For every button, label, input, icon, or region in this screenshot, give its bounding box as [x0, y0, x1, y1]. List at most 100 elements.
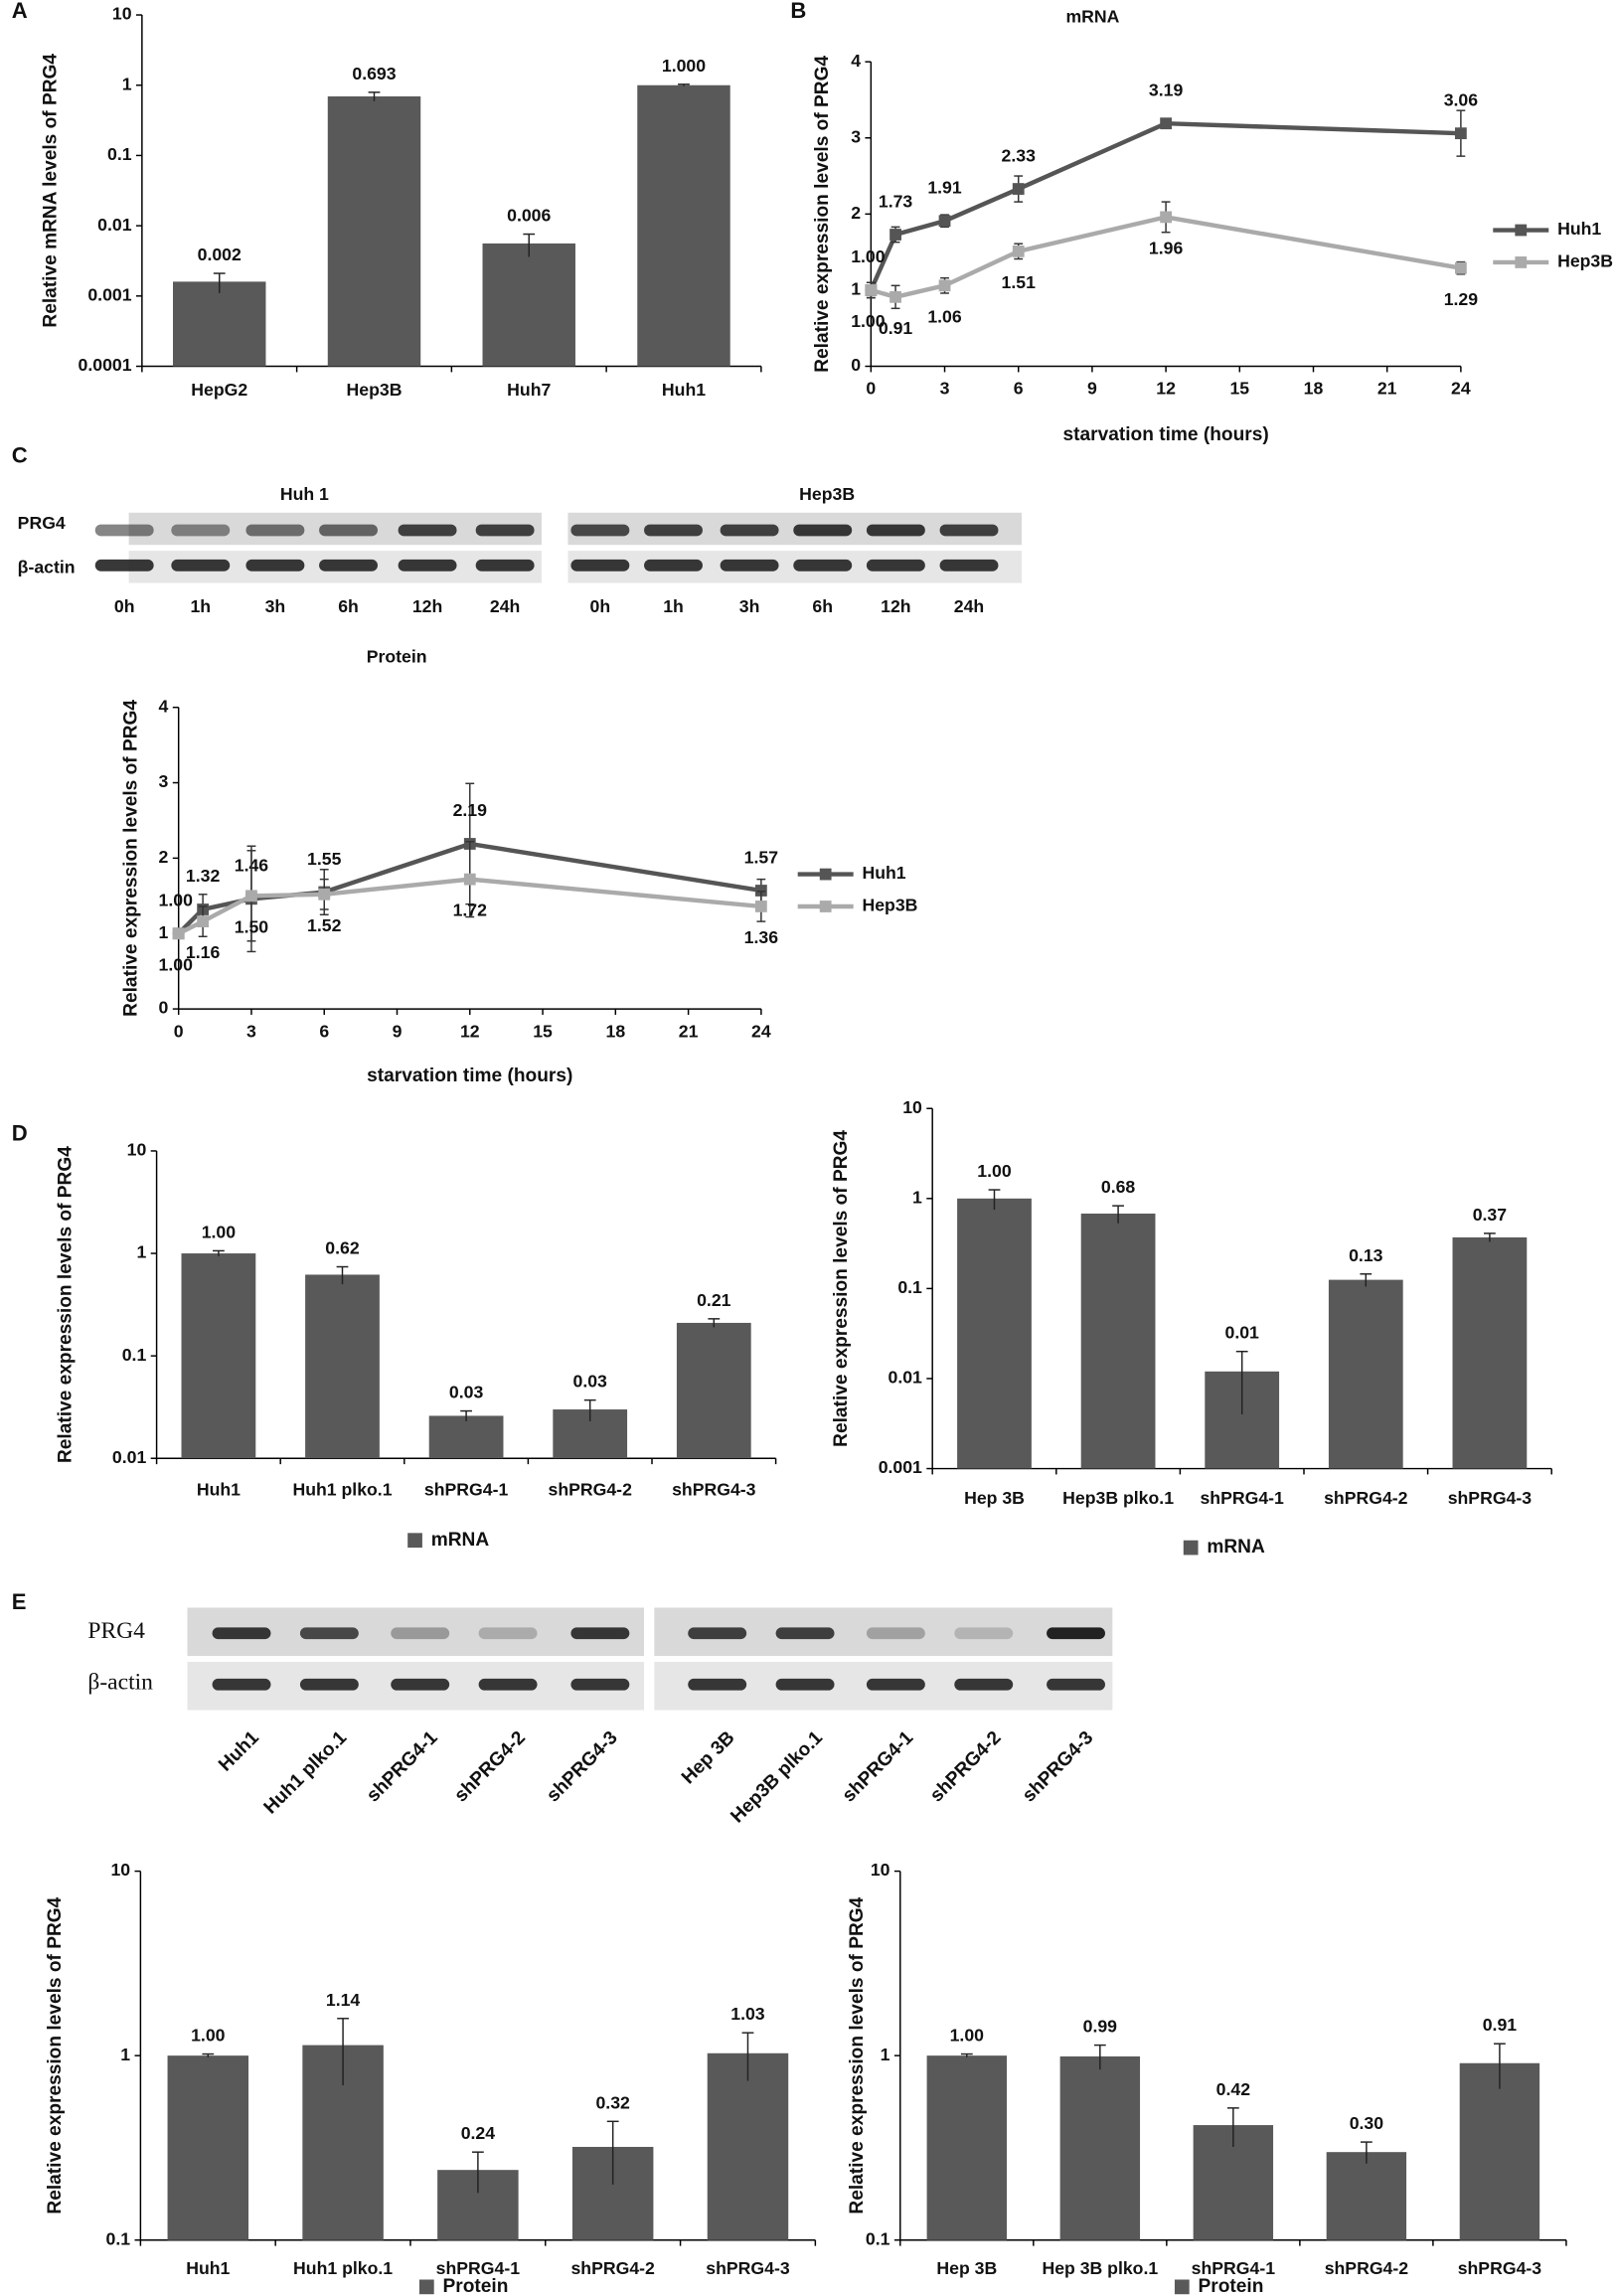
band	[866, 1678, 925, 1691]
x-axis-label: starvation time (hours)	[367, 1066, 572, 1086]
value-label: 0.68	[1101, 1177, 1136, 1197]
y-tick-label: 0.0001	[79, 355, 132, 375]
value-label: 3.06	[1444, 89, 1479, 109]
band	[775, 1627, 835, 1640]
legend-label: Protein	[443, 2276, 509, 2296]
x-tick-label: Huh1	[197, 1479, 241, 1499]
legend-marker	[1515, 256, 1528, 268]
bar	[1459, 2062, 1540, 2240]
bar	[957, 1198, 1032, 1469]
value-label: 1.00	[202, 1222, 237, 1241]
lane-label: 6h	[812, 596, 833, 616]
bar	[707, 2052, 789, 2240]
y-tick-label: 4	[851, 51, 861, 71]
lane-label: Hep3B plko.1	[727, 1727, 827, 1828]
bar	[1059, 2055, 1141, 2240]
x-tick-label: shPRG4-2	[1325, 2258, 1409, 2278]
y-tick-label: 0.01	[112, 1447, 147, 1467]
lane-label: shPRG4-3	[543, 1727, 621, 1806]
x-tick-label: 24	[751, 1021, 771, 1041]
panel-label: D	[12, 1121, 28, 1146]
y-tick-label: 0.1	[122, 1345, 147, 1365]
bar	[1452, 1236, 1528, 1469]
lane-label: shPRG4-2	[450, 1727, 529, 1806]
band	[570, 524, 630, 537]
y-tick-label: 10	[112, 4, 132, 24]
band	[793, 559, 853, 572]
marker	[245, 890, 257, 902]
x-tick-label: Huh1 plko.1	[293, 2258, 393, 2278]
x-tick-label: shPRG4-1	[1200, 1488, 1284, 1508]
lane-label: Hep 3B	[678, 1727, 738, 1788]
blot-row-label: β-actin	[18, 557, 76, 576]
blot-row-label: PRG4	[18, 513, 66, 533]
y-axis-label: Relative mRNA levels of PRG4	[41, 54, 62, 328]
value-label: 1.36	[744, 927, 779, 947]
y-tick-label: 0.1	[106, 2228, 131, 2248]
x-tick-label: 3	[940, 379, 950, 399]
legend-marker	[819, 868, 832, 881]
bar	[181, 1253, 256, 1459]
marker	[1012, 245, 1025, 257]
x-tick-label: 12	[460, 1021, 480, 1041]
blot-row-label: PRG4	[87, 1618, 145, 1644]
band	[478, 1627, 538, 1640]
y-tick-label: 1	[159, 922, 169, 942]
y-tick-label: 0.001	[879, 1457, 922, 1477]
bar	[926, 2055, 1008, 2240]
legend-label: Hep3B	[1557, 251, 1613, 271]
value-label: 0.01	[1225, 1323, 1260, 1343]
marker	[1454, 261, 1467, 274]
value-label: 0.42	[1216, 2079, 1251, 2099]
lane-label: shPRG4-2	[926, 1727, 1005, 1806]
value-label: 1.29	[1444, 289, 1479, 309]
band	[688, 1678, 747, 1691]
x-tick-label: shPRG4-1	[1192, 2258, 1276, 2278]
marker	[318, 888, 331, 901]
lane-label: 0h	[590, 596, 611, 616]
lane-label: 24h	[954, 596, 984, 616]
legend-label: mRNA	[1207, 1537, 1265, 1558]
value-label: 0.03	[573, 1372, 608, 1392]
band	[570, 1678, 630, 1691]
marker	[754, 885, 767, 897]
band	[1047, 1627, 1105, 1640]
x-tick-label: 6	[319, 1021, 329, 1041]
y-tick-label: 1	[912, 1187, 922, 1207]
band	[570, 559, 630, 572]
x-tick-label: shPRG4-1	[424, 1479, 509, 1499]
band	[1047, 1678, 1105, 1691]
y-axis-label: Relative expression levels of PRG4	[847, 1896, 868, 2214]
marker	[938, 279, 951, 292]
y-axis-label: Relative expression levels of PRG4	[45, 1896, 66, 2214]
value-label: 2.19	[453, 800, 488, 820]
band	[319, 559, 378, 572]
x-tick-label: 9	[393, 1021, 403, 1041]
band	[398, 559, 457, 572]
y-tick-label: 0.001	[87, 284, 131, 304]
value-label: 1.52	[307, 915, 342, 935]
panel-label: C	[12, 443, 28, 468]
value-label: 1.57	[744, 847, 779, 867]
band	[475, 524, 535, 537]
legend-swatch	[1183, 1540, 1199, 1556]
line	[869, 120, 1461, 291]
value-label: 1.73	[879, 191, 913, 211]
marker	[1454, 127, 1467, 140]
lane-label: 1h	[663, 596, 684, 616]
panel-label: A	[12, 0, 28, 23]
x-tick-label: Huh1	[662, 380, 706, 400]
y-tick-label: 2	[159, 847, 169, 867]
bar	[305, 1274, 380, 1459]
y-tick-label: 10	[127, 1140, 147, 1160]
legend-label: mRNA	[431, 1530, 490, 1551]
value-label: 1.91	[927, 177, 962, 197]
band	[391, 1627, 450, 1640]
x-tick-label: shPRG4-2	[549, 1479, 633, 1499]
value-label: 1.00	[851, 311, 886, 331]
band	[245, 524, 305, 537]
blot-title: Huh 1	[280, 484, 329, 504]
bar	[482, 243, 575, 367]
y-tick-label: 1	[136, 1242, 146, 1262]
